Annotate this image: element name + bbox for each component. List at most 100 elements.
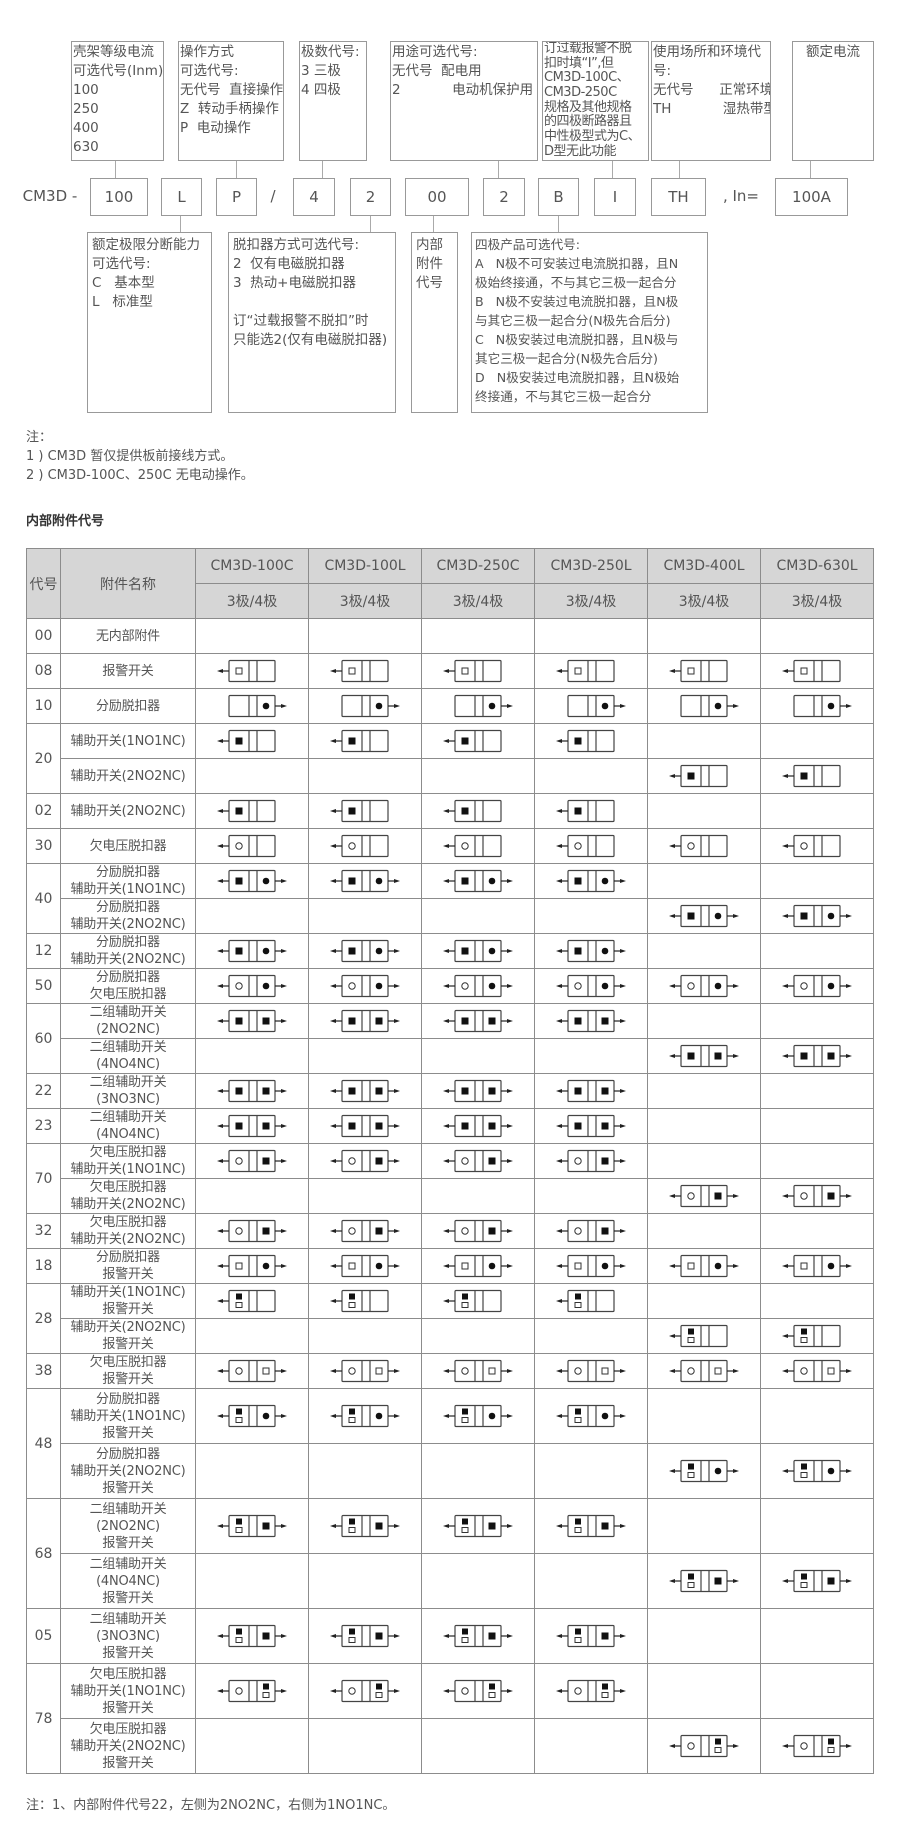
accessory-symbol-icon <box>669 659 728 683</box>
table-row: 欠电压脱扣器 辅助开关(2NO2NC) 报警开关 <box>27 1718 874 1774</box>
alarm-contact-icon <box>235 1262 243 1270</box>
accessory-symbol-icon <box>443 939 513 963</box>
symbol-cell <box>760 1353 874 1389</box>
symbol-cell <box>195 758 309 794</box>
symbol-cell <box>421 1553 535 1609</box>
symbol-cell <box>421 1718 535 1774</box>
auxiliary-contact-icon <box>575 1408 581 1415</box>
symbol-cell <box>421 1248 535 1284</box>
symbol-cell <box>195 1663 309 1719</box>
alarm-contact-icon <box>601 1367 609 1375</box>
accessory-code: 60 <box>26 1003 61 1074</box>
symbol-cell <box>760 1663 874 1719</box>
accessory-symbol-icon <box>782 764 841 788</box>
table-row: 18 分励脱扣器 报警开关 <box>26 1248 874 1284</box>
table-row: 05 二组辅助开关 (3NO3NC) 报警开关 <box>26 1608 874 1664</box>
accessory-symbol-icon <box>669 1734 739 1758</box>
accessory-name-line: (4NO4NC) <box>96 1127 160 1142</box>
symbol-cell <box>421 1353 535 1389</box>
accessory-symbol-icon <box>443 1289 502 1313</box>
symbol-cell <box>534 828 648 864</box>
accessory-symbol-icon <box>669 1254 739 1278</box>
accessory-name: 辅助开关(1NO1NC) 报警开关 <box>60 1283 196 1319</box>
accessory-name-line: 辅助开关(1NO1NC) <box>70 733 186 749</box>
symbol-cell <box>195 1038 309 1074</box>
symbol-cell <box>647 1003 761 1039</box>
shunt-release-icon <box>714 912 722 920</box>
usage-box: 用途可选代号: 无代号 配电用 2 电动机保护用 <box>390 41 538 161</box>
code-four-pole-type: B <box>538 178 579 216</box>
undervoltage-release-icon <box>574 982 582 990</box>
box-line: CM3D-250C <box>544 85 617 101</box>
table-row: 70 欠电压脱扣器 辅助开关(1NO1NC) <box>26 1143 874 1214</box>
auxiliary-contact-icon <box>602 1683 608 1690</box>
symbol-cell <box>534 1283 648 1319</box>
symbol-cell <box>308 1178 422 1214</box>
accessory-symbol-icon <box>217 1079 287 1103</box>
accessory-name-line: 欠电压脱扣器 <box>89 1355 167 1370</box>
header-model: CM3D-630L <box>760 548 874 584</box>
symbol-cell <box>647 618 761 654</box>
symbol-cell <box>195 1353 309 1389</box>
box-line: 2 电动机保护用 <box>392 82 534 98</box>
accessory-symbol-icon <box>443 1624 513 1648</box>
accessory-name-line: 辅助开关(2NO2NC) <box>70 1320 186 1335</box>
symbol-cell <box>760 1248 874 1284</box>
symbol-cell <box>421 968 535 1004</box>
accessory-table: 代号 附件名称 CM3D-100C CM3D-100L CM3D-250C CM3D-… <box>26 548 874 1774</box>
auxiliary-contact-icon <box>688 1573 694 1580</box>
accessory-name: 欠电压脱扣器 辅助开关(2NO2NC) <box>60 1213 196 1249</box>
accessory-symbol-icon <box>556 1624 626 1648</box>
symbol-cell <box>647 793 761 829</box>
symbol-cell <box>421 1038 535 1074</box>
accessory-name-line: 二组辅助开关 <box>89 1110 167 1125</box>
accessory-symbol-icon <box>782 974 852 998</box>
accessory-name-line: 报警开关 <box>102 1700 154 1716</box>
accessory-name-line: 分励脱扣器 <box>95 1391 160 1407</box>
symbol-cell <box>760 1553 874 1609</box>
symbol-cell <box>195 863 309 899</box>
auxiliary-contact-icon <box>575 1293 581 1300</box>
accessory-name-line: 报警开关 <box>102 1590 154 1606</box>
undervoltage-release-icon <box>235 982 243 990</box>
auxiliary-contact-icon <box>348 947 356 955</box>
accessory-symbol-icon <box>330 1404 400 1428</box>
accessory-name-line: 报警开关 <box>102 1337 154 1352</box>
symbol-cell <box>534 1608 648 1664</box>
undervoltage-release-icon <box>348 1367 356 1375</box>
accessory-code: 00 <box>26 618 61 654</box>
symbol-cell <box>195 898 309 934</box>
alarm-contact-icon <box>262 1367 270 1375</box>
alarm-contact-icon <box>574 1527 582 1533</box>
box-line: 壳架等级电流 <box>73 44 154 60</box>
accessory-code: 70 <box>26 1143 61 1214</box>
accessory-symbol-icon <box>556 799 615 823</box>
accessory-symbol-icon <box>782 1324 841 1348</box>
accessory-name-line: 报警开关 <box>102 1425 154 1441</box>
poles-box: 极数代号: 3 三极 4 四极 <box>299 41 367 161</box>
accessory-symbol-icon <box>669 1359 739 1383</box>
shunt-release-icon <box>601 982 609 990</box>
code-alarm: I <box>594 178 636 216</box>
symbol-cell <box>760 863 874 899</box>
auxiliary-contact-icon <box>235 1017 243 1025</box>
undervoltage-release-icon <box>800 1367 808 1375</box>
shunt-release-icon <box>262 947 270 955</box>
accessory-symbol-icon <box>443 1149 513 1173</box>
accessory-symbol-icon <box>217 974 287 998</box>
undervoltage-release-icon <box>235 1227 243 1235</box>
alarm-contact-icon <box>687 1472 695 1478</box>
shunt-release-icon <box>488 1262 496 1270</box>
undervoltage-release-icon <box>687 1192 695 1200</box>
symbol-cell <box>534 1318 648 1354</box>
accessory-name-line: 欠电压脱扣器 <box>89 1145 167 1160</box>
accessory-name: 二组辅助开关 (4NO4NC) <box>60 1108 196 1144</box>
alarm-contact-icon <box>461 667 469 675</box>
box-line: 极数代号: <box>301 44 360 60</box>
symbol-cell <box>308 1073 422 1109</box>
auxiliary-contact-icon <box>601 1522 609 1530</box>
box-line <box>233 293 391 312</box>
symbol-cell <box>308 933 422 969</box>
accessory-symbol-icon <box>217 1404 287 1428</box>
accessory-code-box: 内部 附件 代号 <box>411 232 458 413</box>
